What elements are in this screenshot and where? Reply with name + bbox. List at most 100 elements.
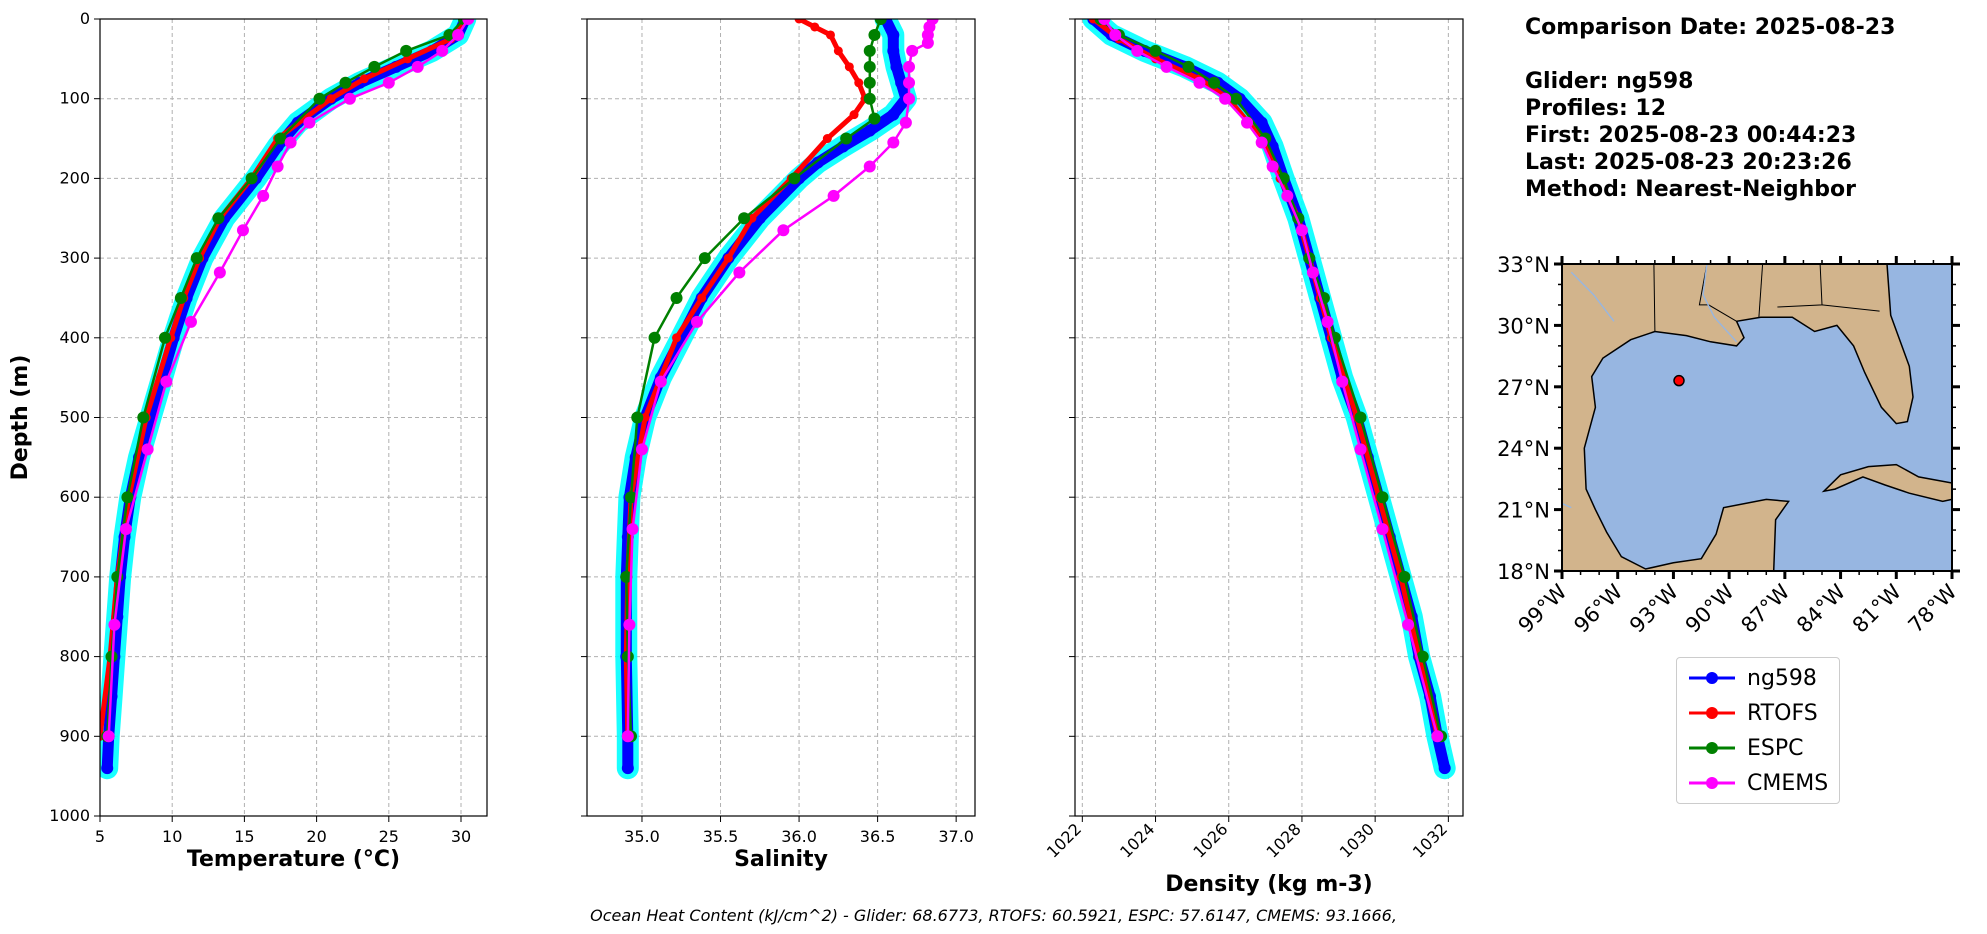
data-point (1098, 19, 1111, 25)
data-point (635, 443, 648, 456)
lat-label: 24°N (1497, 437, 1550, 461)
legend-item-ng598: ng598 (1687, 662, 1817, 694)
map-frame (1561, 263, 1953, 572)
x-tick-label: 1022 (1043, 819, 1085, 861)
data-point (443, 28, 456, 41)
data-point (274, 132, 287, 145)
data-point (672, 333, 682, 343)
data-point (1438, 762, 1451, 775)
data-point (903, 60, 916, 73)
x-tick-label: 37.0 (938, 827, 974, 846)
data-point (1336, 375, 1349, 388)
data-point (690, 315, 703, 328)
last-time: Last: 2025-08-23 20:23:26 (1525, 150, 1852, 175)
chart-panel-3: 1022 1024 1026 1028 1030 1032 Density (kg m-3) (1043, 18, 1464, 897)
y-tick-label: 800 (59, 647, 90, 666)
data-point (400, 44, 413, 57)
data-point (1376, 491, 1389, 504)
x-tick-label: 10 (162, 827, 182, 846)
x-tick-label: 30 (451, 827, 471, 846)
x-tick-label: 1024 (1116, 819, 1158, 861)
series-ng598 (1082, 19, 1456, 780)
data-point (160, 375, 173, 388)
data-point (462, 19, 475, 25)
y-axis-label: Depth (m) (8, 355, 33, 481)
y-tick-label: 700 (59, 567, 90, 586)
data-point (1193, 76, 1206, 89)
data-point (890, 60, 903, 73)
data-point (212, 212, 225, 225)
data-point (108, 618, 121, 631)
x-axis-label: Temperature (°C) (187, 847, 400, 872)
data-point (863, 92, 876, 105)
data-point (624, 491, 637, 504)
data-point (640, 413, 650, 422)
data-point (844, 62, 854, 72)
state-border (1653, 264, 1656, 332)
x-axis-label: Density (kg m-3) (1165, 872, 1373, 897)
location-map: 18°N 21°N 24°N 27°N 30°N 33°N 99°W96°W93°W90°W… (1497, 253, 1962, 638)
data-point (810, 22, 820, 32)
lat-label: 30°N (1497, 314, 1550, 338)
legend-label: ng598 (1747, 665, 1817, 691)
series-cmems (102, 19, 475, 743)
profile-count: Profiles: 12 (1525, 96, 1667, 121)
legend-label: RTOFS (1747, 700, 1818, 726)
data-point (849, 110, 859, 120)
cuba-land (1821, 463, 1952, 503)
data-point (1149, 44, 1162, 57)
y-tick-label: 400 (59, 328, 90, 347)
data-point (863, 44, 876, 57)
lat-label: 27°N (1497, 376, 1550, 400)
series-ng598 (100, 19, 477, 780)
x-tick-label: 36.5 (860, 827, 896, 846)
data-point (863, 60, 876, 73)
data-point (271, 160, 284, 173)
data-point (452, 28, 465, 41)
data-point (863, 76, 876, 89)
y-tick-label: 1000 (49, 806, 90, 825)
data-point (626, 523, 639, 536)
data-point (190, 252, 203, 265)
data-point (698, 252, 711, 265)
data-point (1182, 60, 1195, 73)
data-point (1354, 411, 1367, 424)
chart-panel-2: 35.0 35.5 36.0 36.5 37.0 Salinity (581, 18, 976, 872)
data-point (621, 762, 634, 775)
x-tick-label: 1028 (1263, 819, 1305, 861)
ocean-heat-content-footer: Ocean Heat Content (kJ/cm^2) - Glider: 6… (590, 906, 1397, 925)
data-point (906, 44, 919, 57)
series-cmems (621, 19, 939, 743)
river (1570, 271, 1615, 322)
data-point (339, 76, 352, 89)
data-point (747, 213, 757, 223)
data-point (359, 74, 369, 84)
data-point (1402, 618, 1415, 631)
comparison-info: Comparison Date: 2025-08-23 Glider: ng59… (1525, 14, 1895, 203)
data-point (1266, 160, 1279, 173)
data-point (620, 570, 633, 583)
data-point (1241, 116, 1254, 129)
x-tick-label: 1032 (1409, 819, 1451, 861)
data-point (723, 253, 733, 263)
data-point (1160, 60, 1173, 73)
data-point (822, 134, 832, 144)
data-point (174, 291, 187, 304)
data-point (141, 443, 154, 456)
y-tick-label: 100 (59, 89, 90, 108)
data-point (840, 132, 853, 145)
legend-item-cmems: CMEMS (1687, 767, 1828, 799)
data-point (1431, 730, 1444, 743)
data-point (733, 266, 746, 279)
method: Method: Nearest-Neighbor (1525, 177, 1856, 202)
series-espc (620, 19, 887, 743)
data-point (921, 36, 934, 49)
state-border (1698, 264, 1737, 322)
data-point (887, 28, 900, 41)
data-point (887, 44, 900, 57)
data-point (1255, 116, 1268, 129)
data-point (1398, 570, 1411, 583)
lon-label: 96°W (1569, 579, 1627, 637)
data-point (1295, 224, 1308, 237)
